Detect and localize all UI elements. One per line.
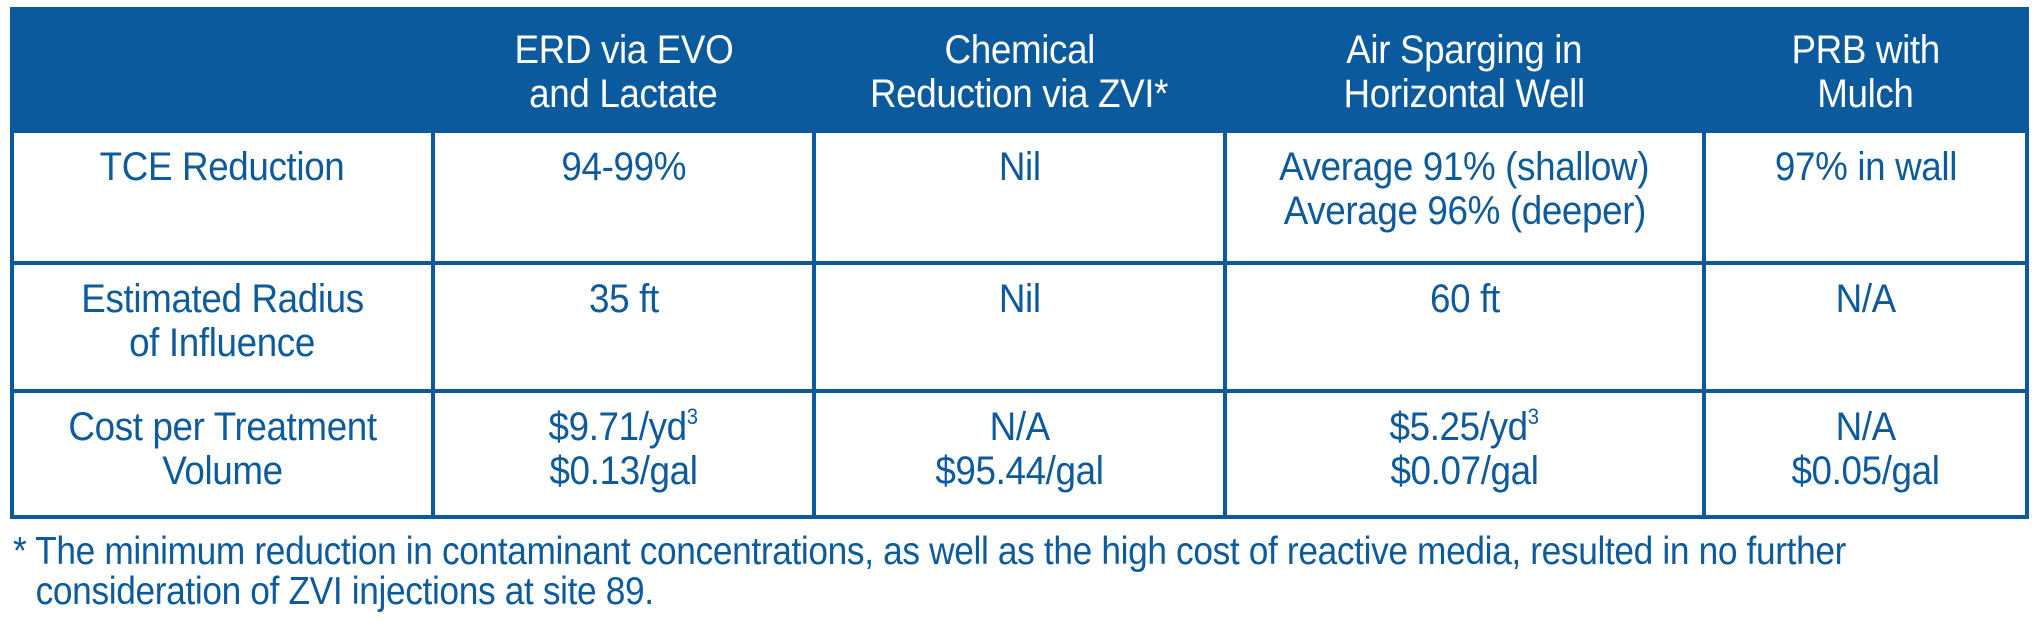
header-erd-line2: and Lactate (529, 72, 718, 116)
cell-text: 94-99% (561, 145, 686, 189)
row-label-radius-of-influence: Estimated Radius of Influence (14, 265, 431, 389)
comparison-table: ERD via EVO and Lactate Chemical Reducti… (10, 7, 2029, 519)
table-header (14, 11, 2025, 133)
header-air-line1: Air Sparging in (1346, 28, 1583, 72)
row-label-text: Cost per Treatment (68, 405, 377, 449)
column-divider (431, 133, 435, 515)
footnote: * The minimum reduction in contaminant c… (13, 532, 2033, 612)
cell-text: $9.71/yd3 (549, 405, 699, 449)
column-divider (1223, 133, 1227, 515)
header-air-line2: Horizontal Well (1343, 72, 1586, 116)
header-erd-line1: ERD via EVO (514, 28, 733, 72)
footnote-line-1: * The minimum reduction in contaminant c… (13, 530, 1846, 573)
column-divider (1702, 133, 1706, 515)
cell-text: $0.05/gal (1791, 449, 1940, 493)
table-cell: Average 91% (shallow) Average 96% (deepe… (1227, 133, 1702, 261)
header-chem-line2: Reduction via ZVI* (870, 72, 1169, 116)
row-label-tce-reduction: TCE Reduction (14, 133, 431, 261)
table-cell: N/A (1706, 265, 2025, 389)
row-divider (14, 389, 2025, 393)
cell-text: N/A (989, 405, 1050, 449)
cell-text: Average 96% (deeper) (1283, 189, 1646, 233)
cell-text: $0.07/gal (1390, 449, 1539, 493)
table-cell: 97% in wall (1706, 133, 2025, 261)
row-label-cost-per-treatment-volume: Cost per Treatment Volume (14, 393, 431, 515)
header-cell-air-sparging: Air Sparging in Horizontal Well (1227, 11, 1702, 133)
cell-text: 35 ft (588, 277, 659, 321)
table-cell: Nil (816, 133, 1223, 261)
header-cell-empty (14, 11, 431, 133)
footnote-marker: * (13, 530, 27, 573)
header-chem-line1: Chemical (944, 28, 1095, 72)
cell-text: $95.44/gal (935, 449, 1104, 493)
footnote-text: The minimum reduction in contaminant con… (35, 530, 1847, 573)
cell-text: Nil (998, 145, 1041, 189)
column-divider (812, 133, 816, 515)
header-prb-line2: Mulch (1817, 72, 1914, 116)
table-cell: 35 ft (435, 265, 812, 389)
cell-text: Average 91% (shallow) (1279, 145, 1650, 189)
table-cell: Nil (816, 265, 1223, 389)
superscript: 3 (1527, 404, 1540, 429)
cell-text: N/A (1835, 277, 1896, 321)
table-cell: N/A $0.05/gal (1706, 393, 2025, 515)
row-label-text: Estimated Radius (81, 277, 364, 321)
cell-text: Nil (998, 277, 1041, 321)
table-cell: $9.71/yd3 $0.13/gal (435, 393, 812, 515)
table-cell: N/A $95.44/gal (816, 393, 1223, 515)
row-label-text: Volume (162, 449, 283, 493)
header-cell-prb-mulch: PRB with Mulch (1706, 11, 2025, 133)
header-prb-line1: PRB with (1791, 28, 1940, 72)
row-label-text: TCE Reduction (100, 145, 345, 189)
cell-text: $5.25/yd3 (1390, 405, 1540, 449)
table-cell: $5.25/yd3 $0.07/gal (1227, 393, 1702, 515)
row-label-text: of Influence (129, 321, 316, 365)
header-cell-chemical-reduction: Chemical Reduction via ZVI* (816, 11, 1223, 133)
cell-value: $5.25/yd (1389, 405, 1529, 449)
footnote-line-2: consideration of ZVI injections at site … (35, 570, 654, 613)
cell-text: 97% in wall (1774, 145, 1957, 189)
table-cell: 60 ft (1227, 265, 1702, 389)
row-divider (14, 261, 2025, 265)
table-cell: 94-99% (435, 133, 812, 261)
header-cell-erd: ERD via EVO and Lactate (435, 11, 812, 133)
cell-value: $9.71/yd (548, 405, 688, 449)
cell-text: $0.13/gal (549, 449, 698, 493)
superscript: 3 (686, 404, 699, 429)
cell-text: 60 ft (1429, 277, 1500, 321)
cell-text: N/A (1835, 405, 1896, 449)
